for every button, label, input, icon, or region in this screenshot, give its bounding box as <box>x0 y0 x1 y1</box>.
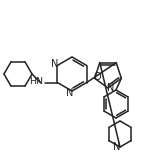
Text: HN: HN <box>29 77 43 87</box>
Text: N: N <box>51 59 58 69</box>
Text: N: N <box>113 142 120 152</box>
Text: N: N <box>66 87 74 98</box>
Text: N: N <box>107 83 115 93</box>
Text: O: O <box>94 72 102 82</box>
